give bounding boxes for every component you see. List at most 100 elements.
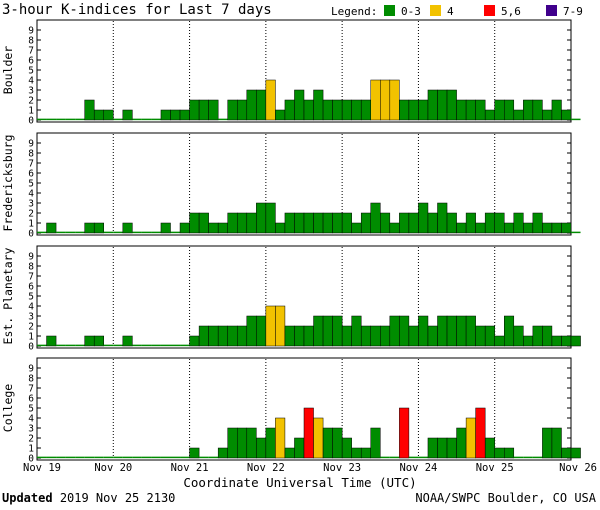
kp-bar [542,427,553,459]
kp-bar [561,335,572,347]
kp-bar [513,109,524,121]
kp-bar [484,109,495,121]
kp-bar [494,99,505,121]
y-tick-label: 2 [28,209,34,220]
station-label: Fredericksburg [1,135,15,232]
kp-bar [465,99,476,121]
kp-bar [570,335,581,347]
kp-bar [332,315,343,347]
kp-bar [456,99,467,121]
kp-bar [189,99,200,121]
kp-bar [494,212,505,234]
kp-bar [256,202,267,234]
legend-swatch-4 [546,5,557,16]
y-tick-label: 7 [28,159,34,170]
y-tick-label: 8 [28,262,34,273]
kp-bar [437,315,448,347]
kp-bar [217,222,228,234]
kp-bar [284,325,295,347]
kp-bar [370,427,381,459]
kp-bar [351,447,362,459]
kp-bar [303,99,314,121]
kp-bar [332,427,343,459]
y-tick-label: 5 [28,292,34,303]
kp-bar [256,437,267,459]
kp-bar [217,447,228,459]
kp-bar [475,99,486,121]
kp-bar [542,109,553,121]
kp-bar [84,335,95,347]
kp-bar [332,212,343,234]
kp-bar [189,335,200,347]
y-tick-label: 0 [28,342,34,353]
y-tick-label: 6 [28,169,34,180]
kp-bar [418,315,429,347]
kp-bar [351,99,362,121]
legend-label: Legend: [331,5,377,18]
kp-bar [170,109,181,121]
kp-bar [551,99,562,121]
kp-bar [198,325,209,347]
kp-bar [446,212,457,234]
y-tick-label: 3 [28,199,34,210]
kp-bar [275,417,286,459]
x-tick-label: Nov 19 [23,462,61,474]
kp-bar [275,305,286,347]
kp-bar [380,325,391,347]
y-tick-label: 8 [28,36,34,47]
kp-bar [246,212,257,234]
kp-bar [456,427,467,459]
kp-bar [456,315,467,347]
kp-bar [284,212,295,234]
kp-bar [313,315,324,347]
panels: 0123456789Boulder0123456789Fredericksbur… [1,19,581,465]
kp-bar [84,222,95,234]
station-label: College [1,384,15,433]
kp-bar [389,79,400,121]
kp-bar [122,109,133,121]
kp-bar [294,325,305,347]
kp-bar [418,202,429,234]
y-tick-label: 5 [28,66,34,77]
kp-bar [351,222,362,234]
panel-frame [36,245,572,349]
kp-bar [465,315,476,347]
y-tick-label: 7 [28,46,34,57]
y-tick-label: 8 [28,374,34,385]
kp-bar [227,99,238,121]
kp-bar [84,99,95,121]
kp-bar [399,99,410,121]
kp-bar [399,212,410,234]
legend-item-label: 0-3 [401,5,421,18]
kp-bar [380,212,391,234]
kp-bar [427,89,438,121]
kp-bar [484,325,495,347]
kp-bar [475,407,486,459]
kp-bar [93,222,104,234]
kp-bar [303,212,314,234]
legend-item-label: 5,6 [501,5,521,18]
kp-bar [542,325,553,347]
kp-bar [380,79,391,121]
kp-bar [465,417,476,459]
kp-bar [446,437,457,459]
kp-bar [46,335,57,347]
x-tick-label: Nov 24 [399,462,437,474]
kp-bar [427,437,438,459]
kp-bar [551,335,562,347]
y-tick-label: 1 [28,219,34,230]
y-tick-label: 5 [28,404,34,415]
legend-swatch-1 [384,5,395,16]
kp-bar [103,109,114,121]
kp-bar [227,427,238,459]
y-tick-label: 6 [28,394,34,405]
kp-bar [294,212,305,234]
kp-bar [504,222,515,234]
kp-bar [303,325,314,347]
kp-bar [408,212,419,234]
kp-bar [179,109,190,121]
kp-bar [284,447,295,459]
